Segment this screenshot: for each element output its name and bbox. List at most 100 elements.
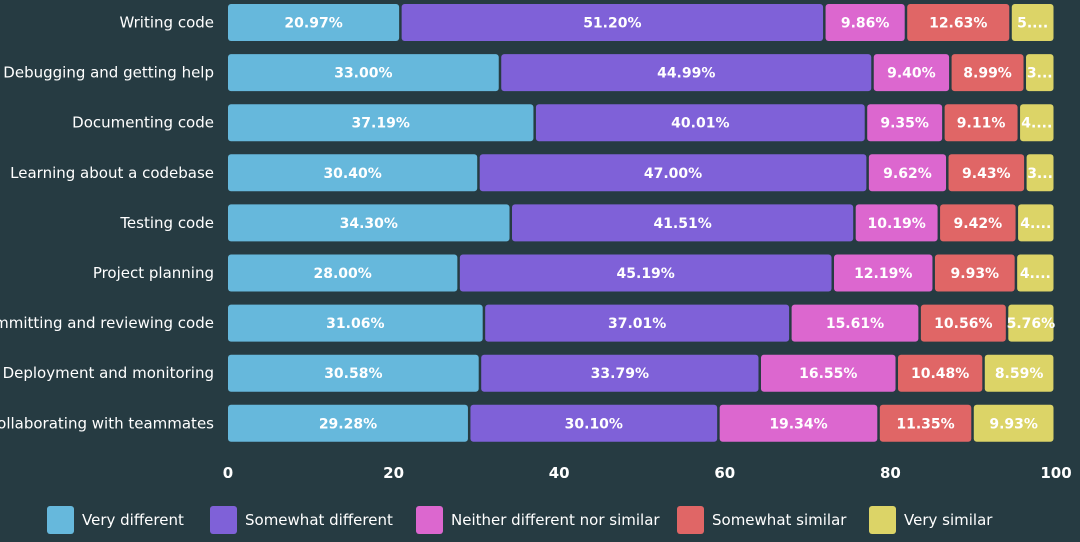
bar-neither-different-nor-similar-learning-about-a-codebase: [868, 154, 947, 192]
bar-neither-different-nor-similar-writing-code: [825, 4, 905, 41]
bar-very-similar-learning-about-a-codebase: [1026, 154, 1054, 192]
bar-very-similar-testing-code: [1018, 204, 1054, 242]
bar-somewhat-similar-documenting-code: [944, 104, 1018, 142]
bar-label-very-different-project-planning: 28.00%: [314, 266, 372, 282]
bar-label-very-different-deployment-and-monitoring: 30.58%: [324, 366, 382, 382]
bar-somewhat-different-collaborating-with-teammates: [470, 404, 718, 442]
bar-label-somewhat-similar-committing-and-reviewing-code: 10.56%: [934, 316, 992, 332]
bar-label-somewhat-similar-project-planning: 9.93%: [951, 266, 1000, 282]
bar-very-different-writing-code: [228, 4, 400, 41]
bar-very-similar-debugging-and-getting-help: [1026, 54, 1054, 92]
bar-label-somewhat-similar-deployment-and-monitoring: 10.48%: [911, 366, 969, 382]
bar-very-similar-documenting-code: [1020, 104, 1054, 142]
category-label-collaborating-with-teammates: Collaborating with teammates: [0, 414, 214, 432]
bar-label-very-similar-testing-code: 4....: [1020, 216, 1051, 232]
bar-somewhat-similar-writing-code: [907, 4, 1010, 41]
category-label-committing-and-reviewing-code: Committing and reviewing code: [0, 314, 214, 332]
bar-very-similar-collaborating-with-teammates: [973, 404, 1054, 442]
bar-neither-different-nor-similar-debugging-and-getting-help: [873, 54, 950, 92]
x-tick-label-80: 80: [880, 464, 901, 482]
category-label-writing-code: Writing code: [119, 14, 214, 32]
bar-label-somewhat-different-project-planning: 45.19%: [617, 266, 675, 282]
bar-label-very-different-documenting-code: 37.19%: [352, 116, 410, 132]
bar-label-neither-different-nor-similar-collaborating-with-teammates: 19.34%: [769, 416, 827, 432]
bar-label-very-similar-project-planning: 4....: [1020, 266, 1051, 282]
bar-label-neither-different-nor-similar-writing-code: 9.86%: [841, 16, 890, 32]
legend-swatch-very-different[interactable]: [47, 506, 74, 534]
category-label-learning-about-a-codebase: Learning about a codebase: [10, 164, 214, 182]
bar-label-somewhat-different-collaborating-with-teammates: 30.10%: [565, 416, 623, 432]
bar-label-somewhat-different-learning-about-a-codebase: 47.00%: [644, 166, 702, 182]
legend-label-very-similar[interactable]: Very similar: [904, 511, 993, 529]
bar-somewhat-similar-deployment-and-monitoring: [898, 354, 983, 392]
legend-label-very-different[interactable]: Very different: [82, 511, 184, 529]
bar-somewhat-similar-collaborating-with-teammates: [879, 404, 972, 442]
bar-label-neither-different-nor-similar-documenting-code: 9.35%: [880, 116, 929, 132]
bar-label-somewhat-different-deployment-and-monitoring: 33.79%: [591, 366, 649, 382]
x-tick-label-100: 100: [1040, 464, 1071, 482]
bar-very-different-collaborating-with-teammates: [228, 404, 468, 442]
bar-label-very-different-testing-code: 34.30%: [340, 216, 398, 232]
bar-neither-different-nor-similar-testing-code: [855, 204, 938, 242]
bar-label-very-similar-debugging-and-getting-help: 3...: [1027, 66, 1053, 82]
bar-label-somewhat-different-committing-and-reviewing-code: 37.01%: [608, 316, 666, 332]
bar-label-neither-different-nor-similar-learning-about-a-codebase: 9.62%: [883, 166, 932, 182]
bar-very-different-deployment-and-monitoring: [228, 354, 479, 392]
bar-neither-different-nor-similar-committing-and-reviewing-code: [791, 304, 919, 342]
bar-label-very-similar-writing-code: 5....: [1017, 16, 1048, 32]
bar-label-somewhat-different-debugging-and-getting-help: 44.99%: [657, 66, 715, 82]
bar-label-neither-different-nor-similar-project-planning: 12.19%: [854, 266, 912, 282]
bar-very-different-project-planning: [228, 254, 458, 292]
bar-somewhat-different-deployment-and-monitoring: [481, 354, 759, 392]
category-label-testing-code: Testing code: [119, 214, 214, 232]
bar-neither-different-nor-similar-project-planning: [834, 254, 933, 292]
bar-label-very-similar-deployment-and-monitoring: 8.59%: [995, 366, 1044, 382]
x-tick-label-60: 60: [714, 464, 735, 482]
legend-label-somewhat-similar[interactable]: Somewhat similar: [712, 511, 847, 529]
bar-label-somewhat-similar-collaborating-with-teammates: 11.35%: [896, 416, 954, 432]
bar-label-very-similar-committing-and-reviewing-code: 5.76%: [1007, 316, 1056, 332]
bar-very-different-committing-and-reviewing-code: [228, 304, 483, 342]
bar-very-different-documenting-code: [228, 104, 534, 142]
legend-swatch-somewhat-similar[interactable]: [677, 506, 704, 534]
bar-label-somewhat-similar-writing-code: 12.63%: [929, 16, 987, 32]
bar-label-somewhat-different-testing-code: 41.51%: [653, 216, 711, 232]
bar-somewhat-different-learning-about-a-codebase: [479, 154, 867, 192]
bar-label-somewhat-different-writing-code: 51.20%: [583, 16, 641, 32]
x-tick-label-20: 20: [383, 464, 404, 482]
category-label-documenting-code: Documenting code: [72, 114, 214, 132]
bar-label-very-similar-collaborating-with-teammates: 9.93%: [989, 416, 1038, 432]
bar-somewhat-different-debugging-and-getting-help: [501, 54, 872, 92]
category-label-project-planning: Project planning: [93, 264, 214, 282]
x-tick-label-40: 40: [549, 464, 570, 482]
bar-somewhat-different-documenting-code: [535, 104, 865, 142]
bar-very-similar-project-planning: [1017, 254, 1054, 292]
bar-very-different-testing-code: [228, 204, 510, 242]
bar-somewhat-similar-debugging-and-getting-help: [951, 54, 1024, 92]
legend-swatch-somewhat-different[interactable]: [210, 506, 237, 534]
bar-label-very-different-writing-code: 20.97%: [284, 16, 342, 32]
legend-swatch-neither-different-nor-similar[interactable]: [416, 506, 443, 534]
bar-very-similar-deployment-and-monitoring: [984, 354, 1054, 392]
bar-somewhat-different-committing-and-reviewing-code: [485, 304, 790, 342]
bar-somewhat-different-project-planning: [459, 254, 832, 292]
bar-neither-different-nor-similar-deployment-and-monitoring: [760, 354, 896, 392]
category-label-deployment-and-monitoring: Deployment and monitoring: [3, 364, 214, 382]
bar-label-very-different-collaborating-with-teammates: 29.28%: [319, 416, 377, 432]
legend-swatch-very-similar[interactable]: [869, 506, 896, 534]
bar-somewhat-different-testing-code: [512, 204, 854, 242]
bar-label-somewhat-similar-debugging-and-getting-help: 8.99%: [963, 66, 1012, 82]
bar-label-very-different-learning-about-a-codebase: 30.40%: [323, 166, 381, 182]
x-tick-label-0: 0: [223, 464, 233, 482]
bar-very-different-debugging-and-getting-help: [228, 54, 499, 92]
bar-label-neither-different-nor-similar-deployment-and-monitoring: 16.55%: [799, 366, 857, 382]
legend-label-somewhat-different[interactable]: Somewhat different: [245, 511, 393, 529]
bar-very-similar-writing-code: [1011, 4, 1054, 41]
bar-somewhat-similar-learning-about-a-codebase: [948, 154, 1025, 192]
legend-label-neither-different-nor-similar[interactable]: Neither different nor similar: [451, 511, 660, 529]
bar-somewhat-similar-testing-code: [940, 204, 1016, 242]
bar-label-neither-different-nor-similar-committing-and-reviewing-code: 15.61%: [826, 316, 884, 332]
bar-label-neither-different-nor-similar-debugging-and-getting-help: 9.40%: [887, 66, 936, 82]
